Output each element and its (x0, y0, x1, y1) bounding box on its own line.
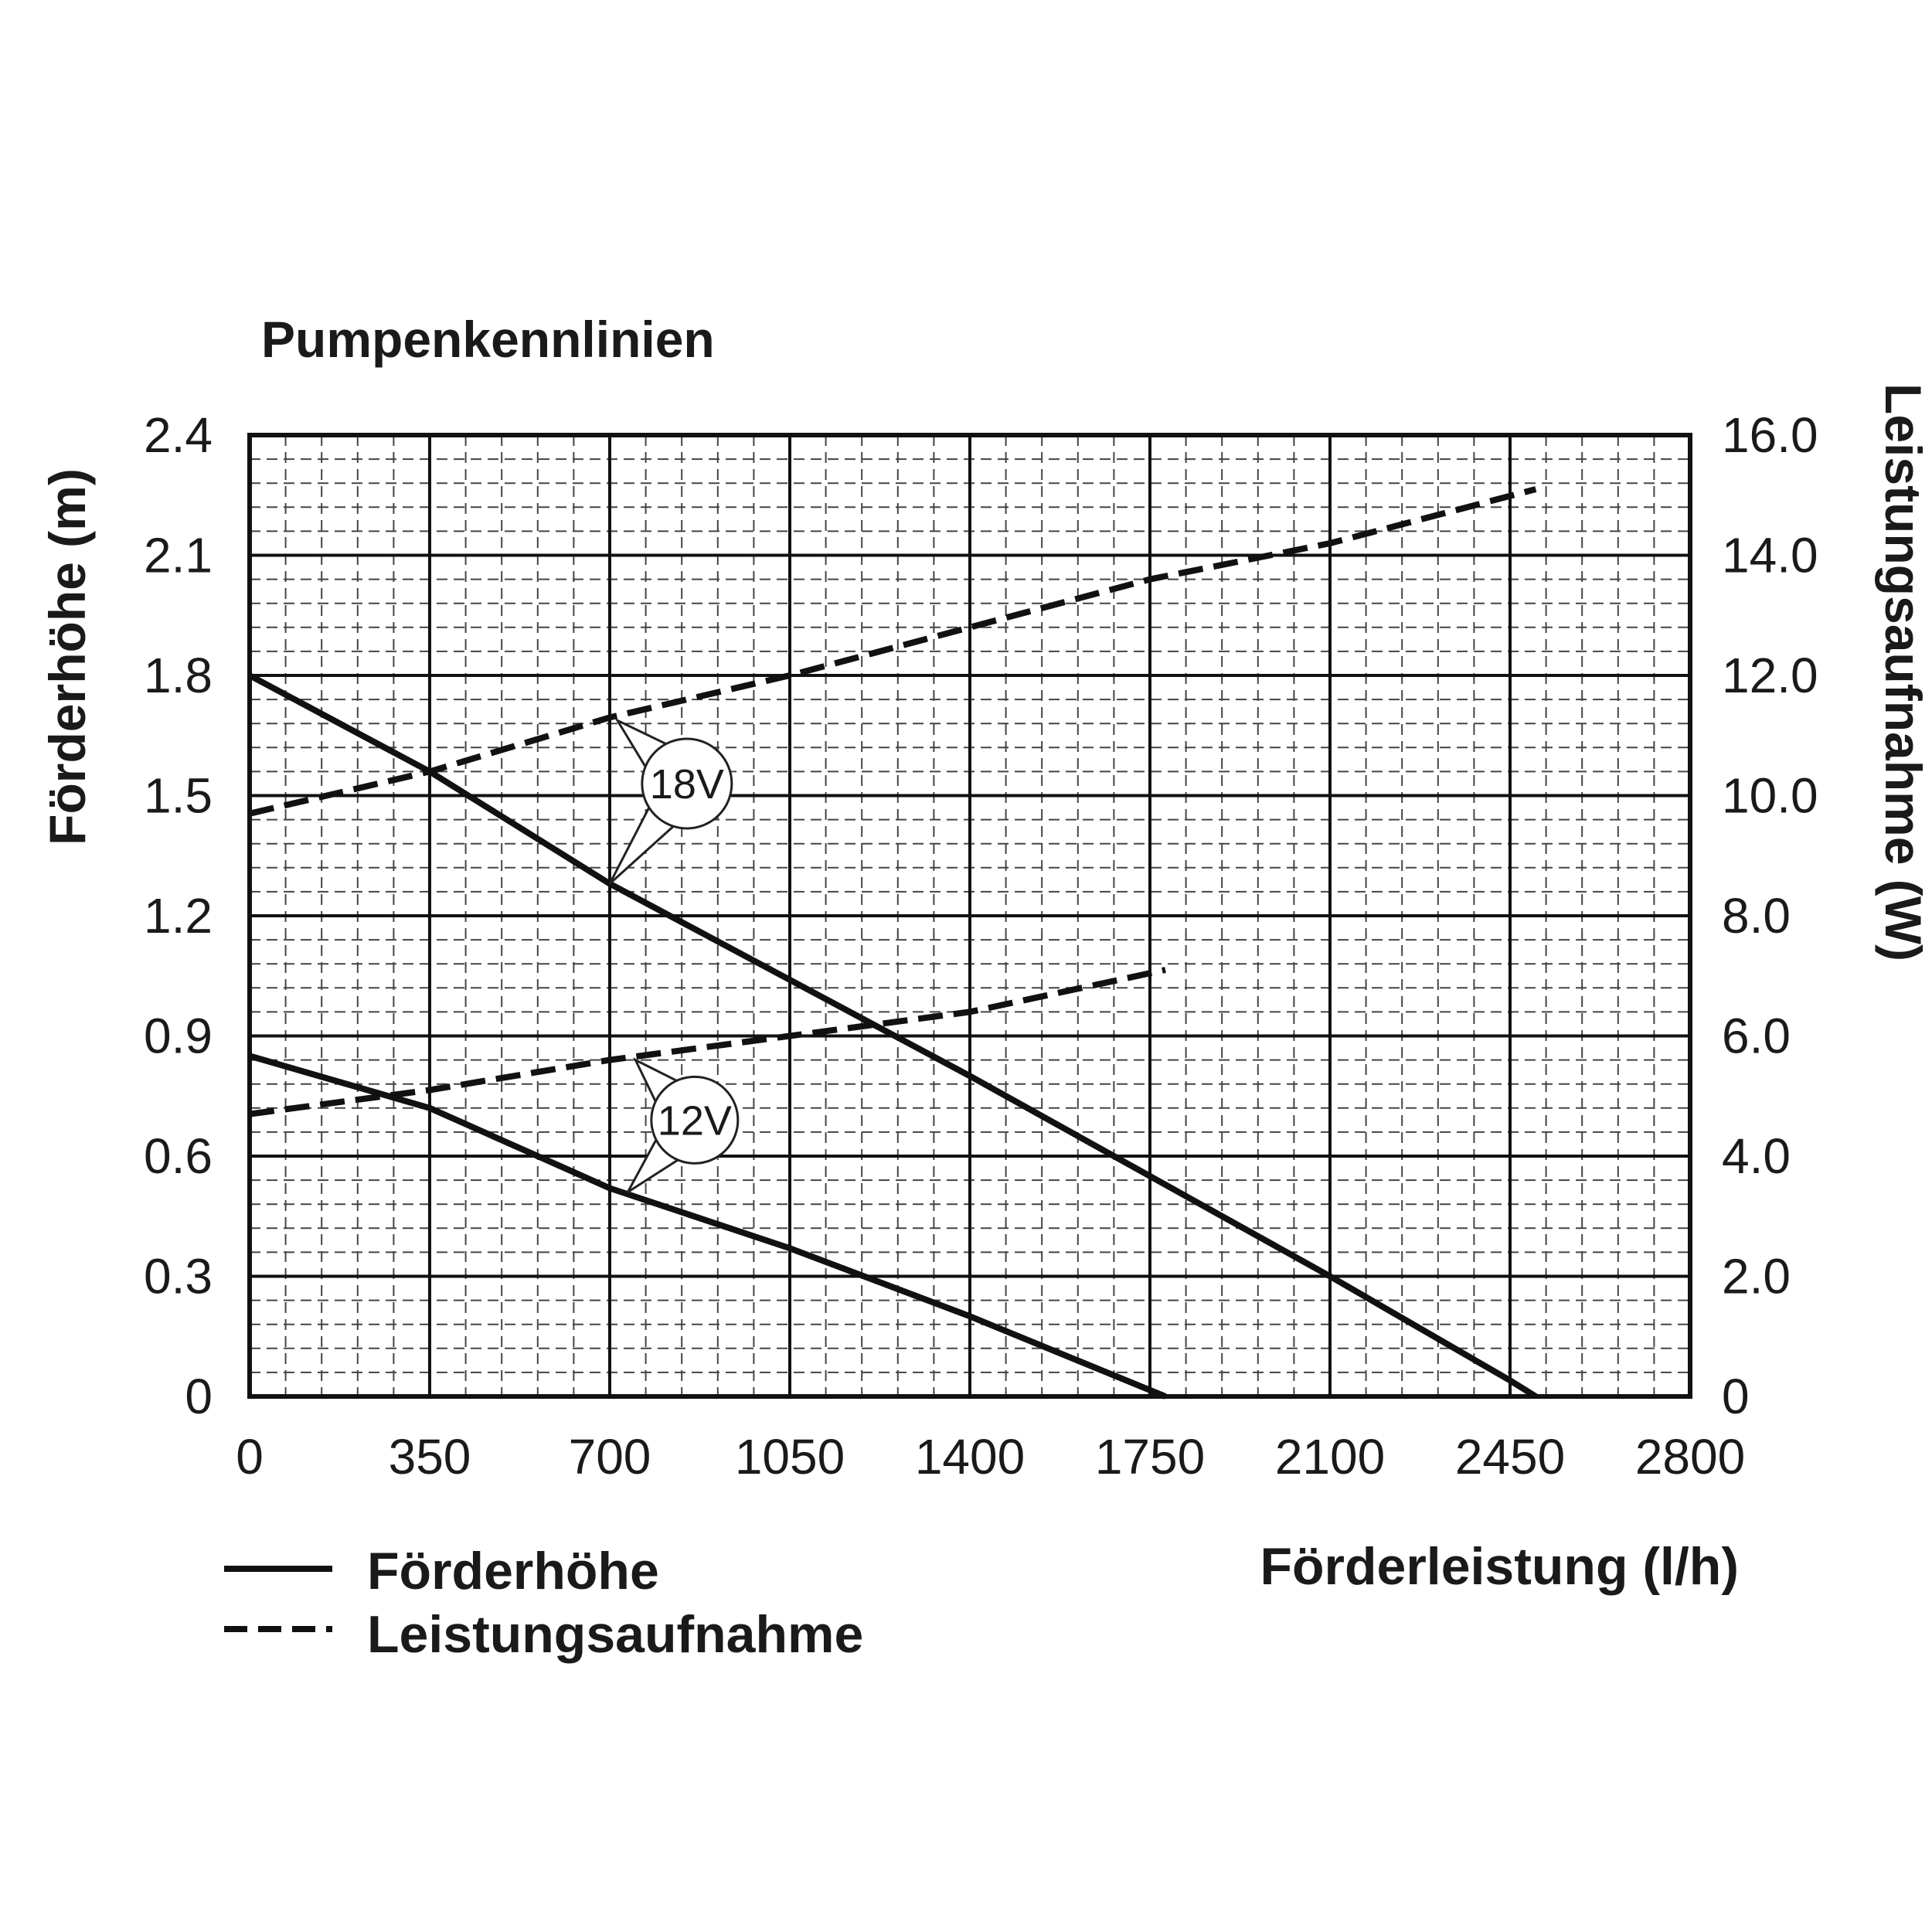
y-right-tick-label: 14.0 (1722, 528, 1818, 583)
callouts: 18V 12V (608, 717, 740, 1193)
series-layer (248, 486, 1538, 1400)
y-right-tick-label: 8.0 (1722, 888, 1791, 944)
y-left-tick-label: 1.8 (144, 648, 213, 703)
y-right-tick-label: 10.0 (1722, 768, 1818, 824)
y-left-tick-label: 1.5 (144, 768, 213, 824)
y-right-tick-label: 12.0 (1722, 648, 1818, 703)
legend: Förderhöhe Leistungsaufnahme (224, 1542, 863, 1664)
x-tick-label: 1400 (915, 1429, 1025, 1485)
x-tick-label: 0 (236, 1429, 264, 1485)
y-left-tick-label: 2.1 (144, 528, 213, 583)
callout-bubble (641, 737, 733, 830)
series-12v-head (248, 1053, 1167, 1400)
y-right-tick-label: 2.0 (1722, 1249, 1791, 1304)
x-tick-labels: 0 350 700 1050 1400 1750 2100 2450 2800 (236, 1429, 1745, 1485)
y-left-tick-label: 0 (185, 1369, 213, 1424)
legend-label-leistungsaufnahme: Leistungsaufnahme (367, 1605, 863, 1664)
series-18v-head (248, 672, 1538, 1400)
x-axis-label: Förderleistung (l/h) (1260, 1537, 1739, 1596)
callout-label: 18V (650, 761, 724, 808)
x-tick-label: 1050 (735, 1429, 845, 1485)
y-left-tick-label: 0.6 (144, 1128, 213, 1184)
callout-label: 12V (658, 1097, 732, 1144)
callout-18v: 18V (608, 717, 733, 885)
x-tick-label: 350 (389, 1429, 471, 1485)
y-right-tick-label: 0 (1722, 1369, 1750, 1424)
major-grid (250, 435, 1690, 1396)
x-tick-label: 2800 (1635, 1429, 1745, 1485)
y-right-tick-label: 16.0 (1722, 407, 1818, 463)
plot-frame (247, 433, 1692, 1399)
y-right-tick-label: 4.0 (1722, 1128, 1791, 1184)
y-left-tick-label: 1.2 (144, 888, 213, 944)
y-left-tick-label: 0.9 (144, 1009, 213, 1064)
x-tick-label: 2100 (1275, 1429, 1385, 1485)
x-tick-label: 2450 (1455, 1429, 1565, 1485)
legend-label-foerderhoehe: Förderhöhe (367, 1542, 659, 1600)
y-left-tick-labels: 0 0.3 0.6 0.9 1.2 1.5 1.8 2.1 2.4 (144, 407, 213, 1424)
x-tick-label: 700 (569, 1429, 651, 1485)
callout-12v: 12V (626, 1057, 740, 1193)
chart-title: Pumpenkennlinien (261, 311, 715, 368)
y-right-tick-labels: 0 2.0 4.0 6.0 8.0 10.0 12.0 14.0 16.0 (1722, 407, 1818, 1424)
y-left-tick-label: 2.4 (144, 407, 213, 463)
y-right-tick-label: 6.0 (1722, 1009, 1791, 1064)
series-12v-power (249, 967, 1166, 1117)
y-left-axis-label: Förderhöhe (m) (39, 468, 96, 845)
y-right-axis-label: Leistungsaufnahme (W) (1875, 383, 1932, 961)
x-tick-label: 1750 (1095, 1429, 1205, 1485)
callout-bubble (650, 1075, 740, 1165)
y-left-tick-label: 0.3 (144, 1249, 213, 1304)
series-18v-power (249, 486, 1537, 817)
